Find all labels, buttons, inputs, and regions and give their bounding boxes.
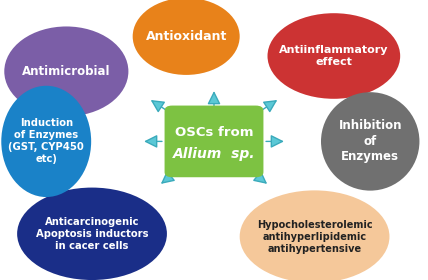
FancyBboxPatch shape [164, 106, 263, 177]
Text: OSCs from: OSCs from [175, 126, 253, 139]
Ellipse shape [17, 188, 167, 280]
Text: Allium  sp.: Allium sp. [173, 147, 255, 161]
Ellipse shape [4, 27, 128, 116]
Text: Anticarcinogenic
Apoptosis inductors
in cacer cells: Anticarcinogenic Apoptosis inductors in … [36, 217, 148, 251]
Ellipse shape [240, 190, 389, 280]
Text: Induction
of Enzymes
(GST, CYP450
etc): Induction of Enzymes (GST, CYP450 etc) [9, 118, 84, 164]
Text: Hypocholesterolemic
antihyperlipidemic
antihypertensive: Hypocholesterolemic antihyperlipidemic a… [257, 220, 372, 254]
Text: Antioxidant: Antioxidant [146, 30, 227, 43]
Text: Antimicrobial: Antimicrobial [22, 65, 110, 78]
Ellipse shape [1, 86, 91, 197]
Text: Antiinflammatory
effect: Antiinflammatory effect [279, 45, 389, 67]
Ellipse shape [321, 92, 419, 191]
Text: Inhibition
of
Enzymes: Inhibition of Enzymes [339, 119, 402, 164]
Ellipse shape [268, 13, 400, 99]
Ellipse shape [133, 0, 240, 75]
